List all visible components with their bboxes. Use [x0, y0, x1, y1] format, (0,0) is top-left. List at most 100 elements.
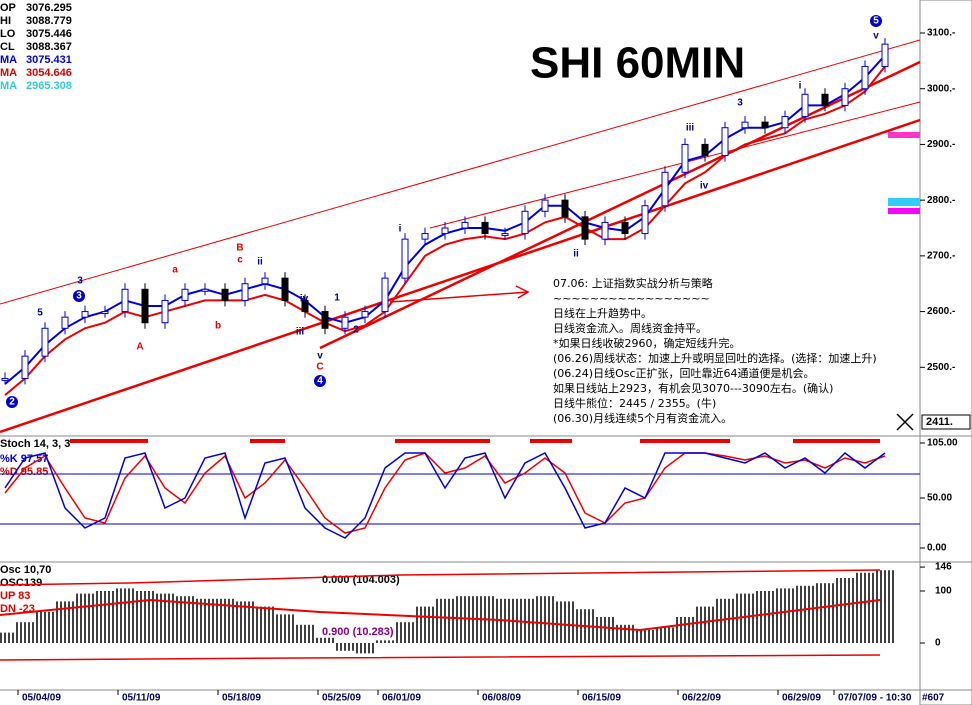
- osc-label: UP 83: [0, 590, 30, 602]
- annotation: 日线在上升趋势中。: [553, 306, 652, 320]
- wave-label: ii: [573, 249, 579, 260]
- wave-label: v: [873, 31, 879, 42]
- y-tick-label: 3100.-: [927, 28, 955, 39]
- wave-circle: [73, 290, 85, 302]
- candle: [761, 121, 769, 129]
- wave-label: 5: [873, 16, 879, 27]
- candle: [341, 316, 349, 329]
- candle: [821, 93, 829, 106]
- wave-label: iii: [686, 123, 695, 134]
- candle: [721, 127, 729, 157]
- wave-label: i: [799, 81, 802, 92]
- wave-label: 3: [77, 276, 83, 287]
- channel-bottom: [0, 118, 921, 434]
- wave-label: iv: [700, 181, 709, 192]
- candle: [541, 199, 549, 212]
- candle: [181, 288, 189, 301]
- y-tick-label: 3000.-: [927, 83, 955, 94]
- legend-value: 3088.367: [26, 41, 72, 53]
- y-tick-label: 2700.-: [927, 250, 955, 261]
- legend-value: 3054.646: [26, 67, 72, 79]
- candle: [681, 143, 689, 173]
- chart-title: SHI 60MIN: [530, 39, 745, 88]
- candle: [441, 227, 449, 235]
- osc-label: Osc 10,70: [0, 564, 51, 576]
- annotation: (06.30)月线连续5个月有资金流入。: [553, 411, 732, 425]
- candle: [741, 121, 749, 129]
- marker: [888, 208, 920, 214]
- x-tick-label: 06/08/09: [482, 693, 521, 704]
- candle: [621, 221, 629, 235]
- candle: [641, 205, 649, 235]
- wave-circle: [870, 15, 882, 27]
- wave-label: b: [215, 321, 221, 332]
- candle: [161, 299, 169, 324]
- candle: [141, 288, 149, 324]
- candle: [61, 316, 69, 329]
- y-tick-label: 0.00: [927, 543, 947, 554]
- candle: [421, 233, 429, 240]
- osc-note: 0.900 (10.283): [322, 626, 394, 638]
- annotation: 日线资金流入。周线资金持平。: [553, 321, 707, 335]
- close-icon[interactable]: [896, 413, 914, 431]
- candle: [121, 288, 129, 313]
- y-tick-label: 105.00: [927, 438, 958, 449]
- osc-line: [0, 598, 881, 632]
- y-tick-label: 0: [935, 638, 941, 649]
- wave-label: A: [136, 342, 143, 353]
- wave-label: 1: [334, 293, 340, 304]
- wave-label: c: [237, 255, 243, 266]
- candle: [321, 311, 329, 329]
- wave-label: iv: [300, 294, 309, 305]
- candle: [241, 283, 249, 301]
- candle: [461, 221, 469, 229]
- candle: [561, 199, 569, 218]
- candle: [801, 93, 809, 118]
- annotation: (06.26)周线状态：加速上升或明显回吐的选择。(选择：加速上升): [553, 351, 877, 365]
- wave-label: ii: [257, 257, 263, 268]
- stoch-k-line: [4, 452, 886, 539]
- legend-value: 3088.779: [26, 15, 72, 27]
- candle: [501, 233, 509, 237]
- legend-name: OP: [0, 2, 16, 14]
- ma-slow: [4, 65, 886, 396]
- bar-count: #607: [922, 693, 945, 704]
- y-tick-label: 146: [935, 562, 952, 573]
- wave-circle: [6, 396, 18, 408]
- wave-label: iii: [296, 327, 305, 338]
- y-tick-label: 100: [935, 586, 952, 597]
- candle: [661, 171, 669, 207]
- candle: [21, 355, 29, 379]
- legend-value: 3076.295: [26, 2, 72, 14]
- osc-label: OSC139: [0, 577, 42, 589]
- candle: [481, 221, 489, 235]
- annotation: 日线牛熊位：2445 / 2355。(牛): [553, 396, 716, 410]
- candle: [201, 288, 209, 292]
- candle: [581, 216, 589, 240]
- candle: [881, 43, 889, 67]
- candle: [301, 299, 309, 313]
- annotation: *如果日线收破2960，确定短线升完。: [553, 336, 741, 350]
- wave-label: 2: [353, 325, 359, 336]
- annotation: 07.06: 上证指数实战分析与策略: [553, 276, 713, 290]
- annotation: (06.24)日线Osc正扩张，回吐靠近64通道便是机会。: [553, 366, 815, 380]
- wave-label: i: [399, 224, 402, 235]
- marker: [888, 132, 920, 138]
- x-tick-label: 05/25/09: [322, 693, 361, 704]
- wave-label: 3: [76, 291, 82, 302]
- candle: [781, 116, 789, 129]
- channel-top: [0, 39, 921, 305]
- legend-value: 3075.431: [26, 54, 72, 66]
- marker: [888, 198, 920, 206]
- y-tick-label: 50.00: [927, 493, 952, 504]
- legend-name: HI: [0, 15, 11, 27]
- trend-line: [429, 101, 921, 229]
- candle: [861, 65, 869, 90]
- legend-name: MA: [0, 54, 17, 66]
- candle: [81, 311, 89, 318]
- legend-name: MA: [0, 80, 17, 92]
- annotation: 如果日线站上2923，有机会见3070---3090左右。(确认): [553, 381, 833, 395]
- candle: [101, 311, 109, 315]
- stoch-d: %D 95.85: [0, 466, 48, 478]
